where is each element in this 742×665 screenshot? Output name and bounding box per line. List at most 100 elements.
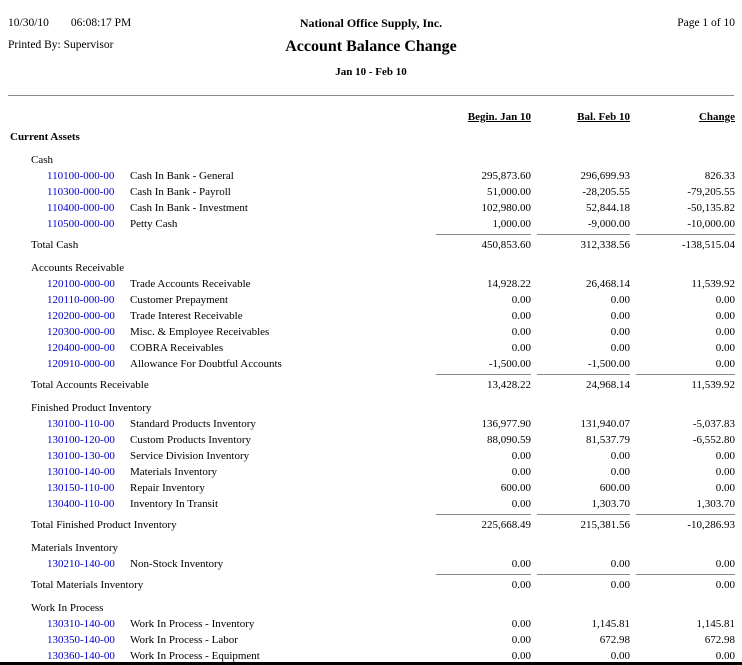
account-name: Cash In Bank - Investment — [130, 202, 248, 214]
account-label: 120200-000-00 Trade Interest Receivable — [0, 308, 435, 324]
value-begin: 295,873.60 — [481, 170, 532, 182]
value-end: 672.98 — [599, 634, 630, 646]
account-code-link[interactable]: 110300-000-00 — [47, 186, 115, 198]
account-label: 130310-140-00 Work In Process - Inventory — [0, 616, 435, 632]
value-begin: 0.00 — [511, 310, 531, 322]
value-change: 1,303.70 — [696, 498, 736, 510]
account-label: 120400-000-00 COBRA Receivables — [0, 340, 435, 356]
report-date-range: Jan 10 - Feb 10 — [335, 66, 407, 78]
account-groups: Cash 110100-000-00 Cash In Bank - General 2… — [0, 152, 742, 662]
account-row: 130100-140-00 Materials Inventory 0.00 0.00… — [0, 464, 742, 480]
account-code-link[interactable]: 120110-000-00 — [47, 294, 115, 306]
account-name: Work In Process - Equipment — [130, 650, 260, 662]
value-change: 0.00 — [715, 466, 735, 478]
account-row: 130150-110-00 Repair Inventory 600.00 600.0… — [0, 480, 742, 496]
account-code-link[interactable]: 130360-140-00 — [47, 650, 115, 662]
value-end: 1,145.81 — [591, 618, 631, 630]
account-row: 120910-000-00 Allowance For Doubtful Acco… — [0, 356, 742, 372]
group-total-row: Total Finished Product Inventory 225,668.… — [0, 514, 742, 533]
account-row: 110100-000-00 Cash In Bank - General 295,8… — [0, 168, 742, 184]
account-label: 110100-000-00 Cash In Bank - General — [0, 168, 435, 184]
value-begin: 0.00 — [511, 326, 531, 338]
value-end: 600.00 — [599, 482, 630, 494]
account-code-link[interactable]: 120100-000-00 — [47, 278, 115, 290]
account-name: Work In Process - Labor — [130, 634, 238, 646]
value-end: 0.00 — [610, 326, 630, 338]
value-begin: 136,977.90 — [481, 418, 532, 430]
account-code-link[interactable]: 120910-000-00 — [47, 358, 115, 370]
value-end: 26,468.14 — [586, 278, 630, 290]
account-row: 130400-110-00 Inventory In Transit 0.00 1,3… — [0, 496, 742, 512]
value-begin: 0.00 — [511, 294, 531, 306]
account-group: Finished Product Inventory 130100-110-00 S… — [0, 400, 742, 533]
account-code-link[interactable]: 110500-000-00 — [47, 218, 115, 230]
value-begin: 0.00 — [511, 450, 531, 462]
account-name: Trade Interest Receivable — [130, 310, 243, 322]
account-label: 130350-140-00 Work In Process - Labor — [0, 632, 435, 648]
account-column-spacer — [0, 109, 435, 125]
value-change: 0.00 — [715, 294, 735, 306]
value-begin: 88,090.59 — [487, 434, 531, 446]
account-name: Petty Cash — [130, 218, 178, 230]
account-name: Standard Products Inventory — [130, 418, 256, 430]
total-value-begin: 225,668.49 — [435, 514, 531, 533]
account-code-link[interactable]: 130350-140-00 — [47, 634, 115, 646]
value-change: 1,145.81 — [696, 618, 736, 630]
value-end: 0.00 — [610, 342, 630, 354]
account-code-link[interactable]: 130100-120-00 — [47, 434, 115, 446]
account-code-link[interactable]: 110100-000-00 — [47, 170, 115, 182]
account-row: 130100-110-00 Standard Products Inventory… — [0, 416, 742, 432]
value-end: -1,500.00 — [587, 358, 630, 370]
value-change: -10,000.00 — [687, 218, 735, 230]
value-begin: -1,500.00 — [488, 358, 531, 370]
account-code-link[interactable]: 130100-140-00 — [47, 466, 115, 478]
account-row: 130210-140-00 Non-Stock Inventory 0.00 0.00… — [0, 556, 742, 572]
group-total-label: Total Materials Inventory — [31, 579, 144, 591]
value-change: 0.00 — [715, 558, 735, 570]
account-code-link[interactable]: 130150-110-00 — [47, 482, 115, 494]
account-code-link[interactable]: 130400-110-00 — [47, 498, 115, 510]
column-header-end: Bal. Feb 10 — [577, 111, 630, 123]
group-total-label: Total Finished Product Inventory — [31, 519, 177, 531]
value-begin: 102,980.00 — [481, 202, 532, 214]
account-name: Allowance For Doubtful Accounts — [130, 358, 282, 370]
total-value-change: -138,515.04 — [630, 234, 735, 253]
account-name: Repair Inventory — [130, 482, 205, 494]
column-header-begin: Begin. Jan 10 — [467, 111, 531, 123]
value-change: 11,539.92 — [691, 278, 735, 290]
value-end: 1,303.70 — [591, 498, 631, 510]
account-group: Cash 110100-000-00 Cash In Bank - General 2… — [0, 152, 742, 253]
account-label: 110300-000-00 Cash In Bank - Payroll — [0, 184, 435, 200]
account-name: Cash In Bank - General — [130, 170, 234, 182]
account-name: Customer Prepayment — [130, 294, 229, 306]
account-code-link[interactable]: 120200-000-00 — [47, 310, 115, 322]
account-code-link[interactable]: 130310-140-00 — [47, 618, 115, 630]
print-datetime: 10/30/10 06:08:17 PM — [8, 17, 131, 29]
account-code-link[interactable]: 130100-130-00 — [47, 450, 115, 462]
value-end: 0.00 — [610, 558, 630, 570]
account-label: 130100-110-00 Standard Products Inventory — [0, 416, 435, 432]
value-end: 0.00 — [610, 294, 630, 306]
total-value-change: -10,286.93 — [630, 514, 735, 533]
value-begin: 0.00 — [511, 498, 531, 510]
total-value-begin: 13,428.22 — [435, 374, 531, 393]
account-row: 130100-130-00 Service Division Inventory 0… — [0, 448, 742, 464]
value-end: 296,699.93 — [580, 170, 631, 182]
value-change: -5,037.83 — [692, 418, 735, 430]
account-code-link[interactable]: 120400-000-00 — [47, 342, 115, 354]
account-name: Trade Accounts Receivable — [130, 278, 251, 290]
account-code-link[interactable]: 130100-110-00 — [47, 418, 115, 430]
account-code-link[interactable]: 130210-140-00 — [47, 558, 115, 570]
account-label: 130100-130-00 Service Division Inventory — [0, 448, 435, 464]
value-begin: 0.00 — [511, 634, 531, 646]
value-end: 0.00 — [610, 466, 630, 478]
group-header-row: Cash — [0, 152, 742, 168]
value-end: 0.00 — [610, 310, 630, 322]
total-value-end: 312,338.56 — [531, 234, 630, 253]
group-title: Finished Product Inventory — [31, 402, 152, 414]
account-name: COBRA Receivables — [130, 342, 224, 354]
value-begin: 0.00 — [511, 466, 531, 478]
account-name: Cash In Bank - Payroll — [130, 186, 231, 198]
account-code-link[interactable]: 120300-000-00 — [47, 326, 115, 338]
account-code-link[interactable]: 110400-000-00 — [47, 202, 115, 214]
